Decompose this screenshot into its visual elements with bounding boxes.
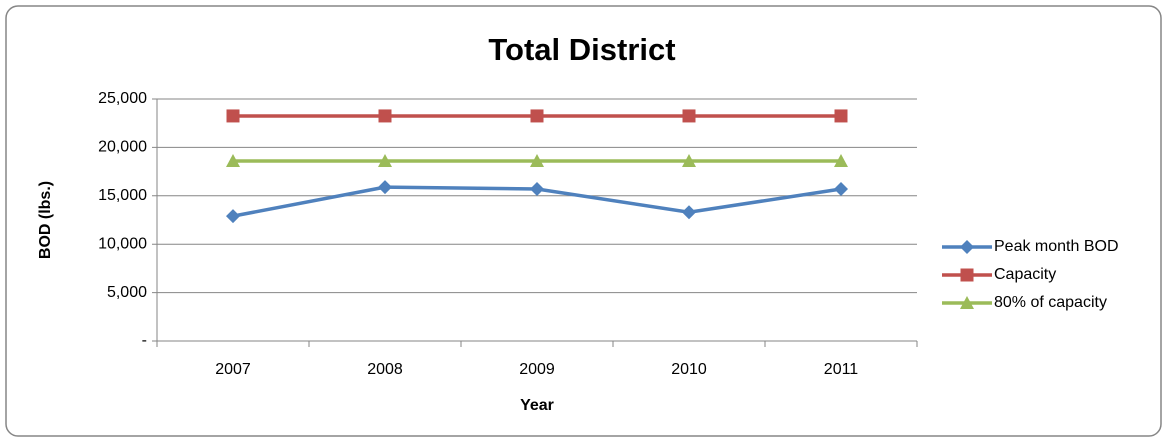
y-tick-label: 5,000 [107, 284, 147, 301]
y-tick-label: 10,000 [98, 235, 147, 252]
x-tick-label: 2009 [519, 361, 555, 378]
marker [682, 153, 696, 167]
y-tick-label: 20,000 [98, 139, 147, 156]
chart-title: Total District [488, 32, 675, 67]
legend-label: Peak month BOD [994, 238, 1119, 255]
legend-label: Capacity [994, 266, 1056, 283]
marker [960, 240, 974, 254]
y-tick-label: 15,000 [98, 187, 147, 204]
marker [834, 153, 848, 167]
legend-label: 80% of capacity [994, 294, 1107, 311]
marker [960, 268, 974, 282]
marker [834, 109, 848, 123]
x-tick-label: 2007 [215, 361, 251, 378]
marker [226, 209, 240, 224]
chart-frame [5, 5, 1162, 437]
marker [226, 109, 240, 123]
marker [682, 109, 696, 123]
marker [226, 153, 240, 167]
marker [960, 296, 974, 309]
x-tick-label: 2008 [367, 361, 403, 378]
marker [530, 153, 544, 167]
y-axis-title: BOD (lbs.) [37, 181, 54, 259]
marker [378, 180, 392, 195]
marker [378, 153, 392, 167]
y-tick-label: 25,000 [98, 90, 147, 107]
x-axis-title: Year [520, 397, 554, 414]
x-tick-label: 2010 [671, 361, 707, 378]
marker [834, 182, 848, 197]
x-tick-label: 2011 [824, 361, 859, 378]
marker [378, 109, 392, 123]
marker [682, 205, 696, 220]
y-tick-label: - [142, 332, 147, 349]
marker [530, 182, 544, 197]
marker [530, 109, 544, 123]
